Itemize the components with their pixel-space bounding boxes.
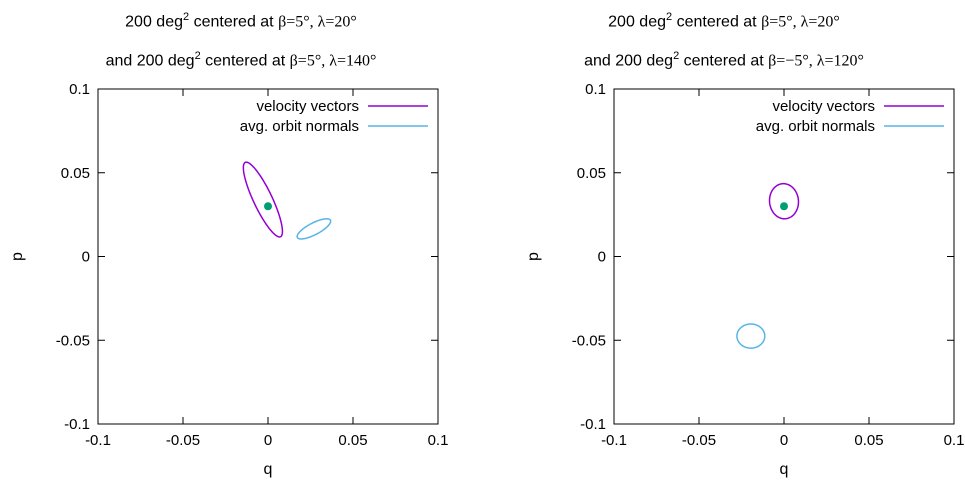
x-axis-label: q bbox=[264, 461, 273, 478]
x-tick-label: -0.05 bbox=[166, 432, 200, 449]
y-tick-label: 0 bbox=[598, 249, 606, 266]
left-title-line2: and 200 deg2 centered at β=5°, λ=140° bbox=[105, 50, 377, 70]
center-point bbox=[264, 202, 272, 211]
y-tick-label: 0.1 bbox=[585, 81, 606, 98]
x-tick-label: 0.1 bbox=[944, 432, 965, 449]
orbit-normals-ellipse bbox=[296, 218, 332, 240]
x-axis-label: q bbox=[780, 461, 789, 478]
y-tick-label: -0.05 bbox=[572, 332, 606, 349]
plot-frame bbox=[97, 88, 439, 425]
x-tick-label: 0.1 bbox=[428, 432, 449, 449]
right-plot: -0.1 -0.05 0 0.05 0.1 -0.1 -0.05 0 0.05 0.1 q p velo… bbox=[525, 81, 965, 478]
right-chart-panel: 200 deg2 centered at β=5°, λ=20° and 200… bbox=[483, 0, 965, 481]
center-point bbox=[780, 202, 788, 211]
y-tick-label: 0.05 bbox=[577, 165, 606, 182]
y-axis-label: p bbox=[525, 252, 542, 261]
legend-label: velocity vectors bbox=[256, 98, 359, 115]
x-tick-label: -0.05 bbox=[682, 432, 716, 449]
y-tick-label: -0.1 bbox=[64, 416, 90, 433]
y-tick-label: -0.05 bbox=[56, 332, 90, 349]
right-title-line2: and 200 deg2 centered at β=−5°, λ=120° bbox=[584, 50, 864, 70]
orbit-normals-ellipse bbox=[736, 323, 766, 349]
legend-label: velocity vectors bbox=[772, 98, 875, 115]
y-tick-label: 0 bbox=[82, 249, 90, 266]
y-axis-label: p bbox=[9, 252, 26, 261]
x-tick-label: -0.1 bbox=[85, 432, 111, 449]
x-tick-label: 0.05 bbox=[854, 432, 883, 449]
y-tick-label: 0.1 bbox=[69, 81, 90, 98]
left-chart-panel: 200 deg2 centered at β=5°, λ=20° and 200… bbox=[0, 0, 482, 481]
x-tick-label: 0 bbox=[780, 432, 788, 449]
x-tick-label: 0 bbox=[264, 432, 272, 449]
velocity-vectors-ellipse bbox=[242, 161, 284, 238]
plot-frame bbox=[613, 88, 955, 425]
left-plot: -0.1 -0.05 0 0.05 0.1 -0.1 -0.05 0 0.05 0.1 q p velo… bbox=[9, 81, 449, 478]
legend-label: avg. orbit normals bbox=[240, 118, 359, 135]
x-tick-label: 0.05 bbox=[338, 432, 367, 449]
left-title-line1: 200 deg2 centered at β=5°, λ=20° bbox=[125, 11, 357, 31]
y-tick-label: 0.05 bbox=[61, 165, 90, 182]
velocity-vectors-ellipse bbox=[768, 182, 800, 220]
y-tick-label: -0.1 bbox=[580, 416, 606, 433]
x-tick-label: -0.1 bbox=[601, 432, 627, 449]
right-title-line1: 200 deg2 centered at β=5°, λ=20° bbox=[608, 11, 840, 31]
legend-label: avg. orbit normals bbox=[756, 118, 875, 135]
